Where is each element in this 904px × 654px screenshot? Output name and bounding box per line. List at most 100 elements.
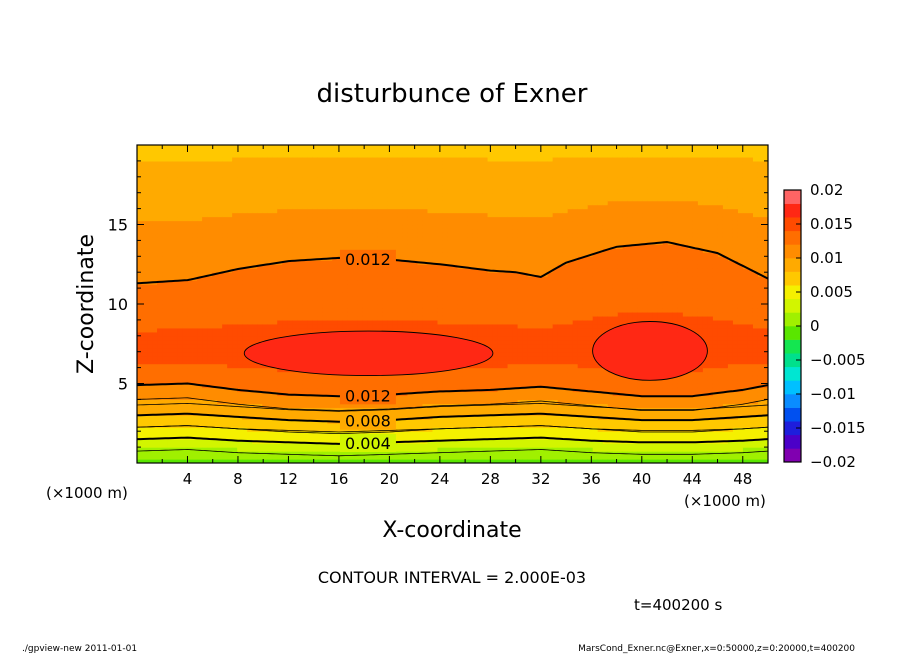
- contour-cell: [417, 200, 424, 206]
- contour-cell: [357, 268, 363, 273]
- contour-cell: [377, 288, 383, 293]
- contour-cell: [437, 284, 444, 289]
- contour-cell: [232, 156, 238, 162]
- contour-cell: [402, 419, 409, 424]
- contour-cell: [202, 296, 208, 301]
- contour-cell: [402, 300, 409, 305]
- contour-cell: [227, 212, 233, 218]
- contour-cell: [137, 164, 143, 170]
- contour-cell: [437, 399, 444, 404]
- contour-cell: [197, 284, 203, 289]
- contour-cell: [347, 327, 353, 333]
- contour-cell: [237, 220, 243, 226]
- contour-cell: [207, 419, 213, 424]
- contour-cell: [222, 375, 228, 381]
- contour-cell: [272, 180, 278, 186]
- contour-cell: [212, 208, 218, 214]
- contour-cell: [427, 216, 434, 222]
- contour-cell: [167, 228, 173, 234]
- contour-cell: [297, 248, 303, 253]
- contour-cell: [142, 296, 148, 301]
- contour-cell: [252, 395, 258, 400]
- contour-cell: [272, 395, 278, 400]
- contour-cell: [312, 200, 318, 206]
- contour-cell: [167, 451, 173, 456]
- contour-cell: [142, 176, 148, 182]
- contour-cell: [197, 272, 203, 277]
- contour-cell: [427, 224, 434, 230]
- contour-cell: [237, 459, 243, 463]
- contour-cell: [212, 411, 218, 416]
- contour-cell: [207, 427, 213, 432]
- contour-cell: [147, 145, 153, 150]
- contour-cell: [147, 152, 153, 158]
- contour-cell: [322, 307, 328, 313]
- contour-cell: [152, 455, 158, 460]
- contour-cell: [137, 387, 143, 393]
- contour-cell: [357, 172, 363, 178]
- contour-cell: [397, 375, 404, 381]
- contour-cell: [152, 172, 158, 178]
- contour-cell: [222, 311, 228, 317]
- contour-cell: [237, 423, 243, 428]
- contour-cell: [282, 176, 288, 182]
- contour-cell: [282, 451, 288, 456]
- contour-cell: [202, 216, 208, 222]
- contour-cell: [172, 168, 178, 174]
- contour-cell: [162, 359, 168, 365]
- contour-cell: [397, 152, 404, 158]
- contour-cell: [222, 188, 228, 194]
- contour-cell: [142, 415, 148, 420]
- contour-cell: [177, 196, 183, 202]
- contour-cell: [187, 403, 193, 408]
- contour-cell: [262, 232, 268, 238]
- contour-cell: [392, 240, 399, 245]
- contour-cell: [207, 459, 213, 463]
- contour-cell: [192, 164, 198, 170]
- contour-cell: [302, 451, 308, 456]
- contour-cell: [377, 196, 383, 202]
- contour-cell: [137, 331, 143, 337]
- contour-cell: [357, 292, 363, 297]
- contour-cell: [167, 232, 173, 238]
- contour-cell: [357, 323, 363, 329]
- contour-cell: [257, 300, 263, 305]
- contour-cell: [232, 288, 238, 293]
- contour-cell: [227, 200, 233, 206]
- contour-cell: [297, 395, 303, 400]
- contour-cell: [272, 315, 278, 321]
- contour-cell: [242, 292, 248, 297]
- contour-cell: [242, 343, 248, 349]
- contour-cell: [147, 403, 153, 408]
- contour-cell: [247, 375, 253, 381]
- contour-cell: [442, 272, 449, 277]
- contour-cell: [152, 164, 158, 170]
- contour-cell: [287, 168, 293, 174]
- contour-cell: [252, 176, 258, 182]
- contour-cell: [442, 300, 449, 305]
- contour-cell: [152, 343, 158, 349]
- contour-cell: [332, 451, 338, 456]
- contour-cell: [262, 188, 268, 194]
- contour-cell: [292, 387, 298, 393]
- contour-cell: [227, 216, 233, 222]
- contour-cell: [137, 152, 143, 158]
- contour-cell: [242, 315, 248, 321]
- contour-cell: [247, 292, 253, 297]
- contour-cell: [357, 459, 363, 463]
- contour-cell: [362, 228, 368, 234]
- contour-cell: [147, 347, 153, 353]
- contour-cell: [407, 260, 414, 265]
- contour-cell: [322, 248, 328, 253]
- contour-cell: [437, 176, 444, 182]
- contour-cell: [187, 383, 193, 389]
- contour-cell: [402, 148, 409, 154]
- contour-cell: [302, 375, 308, 381]
- contour-cell: [347, 272, 353, 277]
- contour-cell: [137, 228, 143, 234]
- contour-cell: [262, 288, 268, 293]
- contour-cell: [337, 288, 343, 293]
- contour-cell: [227, 383, 233, 389]
- contour-cell: [157, 383, 163, 389]
- contour-cell: [167, 176, 173, 182]
